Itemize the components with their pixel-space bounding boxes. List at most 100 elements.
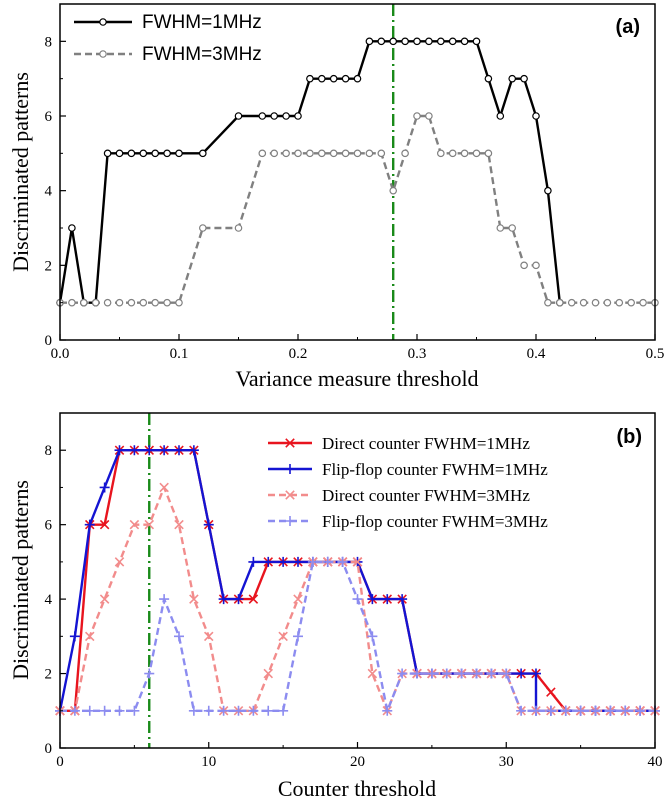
data-point	[189, 594, 199, 604]
data-point	[278, 705, 289, 716]
data-point	[159, 594, 170, 605]
data-point	[282, 149, 290, 158]
data-point	[294, 149, 302, 158]
data-point	[306, 74, 314, 83]
data-point	[139, 298, 148, 307]
data-point	[293, 594, 303, 604]
data-point	[413, 37, 421, 46]
data-point	[270, 149, 279, 158]
data-point	[353, 149, 362, 158]
data-point	[114, 705, 125, 716]
data-point	[456, 668, 467, 679]
data-point	[103, 298, 112, 307]
data-point	[114, 445, 125, 456]
data-point	[436, 149, 445, 158]
data-point	[365, 37, 374, 46]
data-point	[144, 519, 155, 530]
data-point	[329, 74, 338, 83]
legend-label: Flip-flop counter FWHM=1MHz	[322, 460, 548, 479]
data-point	[258, 112, 267, 120]
data-point	[199, 149, 207, 158]
data-point	[389, 186, 398, 195]
data-point	[282, 112, 290, 120]
data-point	[397, 668, 408, 679]
data-point	[234, 112, 243, 120]
data-point	[103, 149, 112, 158]
legend-item: Direct counter FWHM=3MHz	[268, 486, 530, 505]
data-point	[367, 668, 378, 679]
data-point	[412, 668, 422, 679]
data-point	[293, 556, 303, 567]
legend-item: FWHM=3MHz	[74, 44, 262, 65]
data-point	[248, 556, 259, 567]
data-point	[546, 687, 556, 697]
y-axis-label-b: Discriminated patterns	[8, 480, 33, 680]
data-point	[436, 37, 445, 46]
data-point	[615, 298, 624, 307]
legend-a: FWHM=1MHz FWHM=3MHz	[74, 12, 262, 65]
series-2	[56, 112, 659, 307]
series-1	[56, 37, 564, 307]
data-point	[84, 705, 95, 716]
legend-label: Flip-flop counter FWHM=3MHz	[322, 512, 548, 531]
data-point	[322, 556, 333, 567]
data-point	[99, 519, 110, 530]
data-point	[496, 112, 505, 120]
legend-marker	[285, 438, 295, 448]
x-axis-label-a: Variance measure threshold	[235, 366, 478, 391]
panel-label-b: (b)	[616, 426, 642, 448]
data-point	[560, 705, 571, 716]
data-point	[248, 594, 259, 604]
data-point	[151, 298, 160, 307]
data-point	[544, 186, 552, 195]
x-tick-label: 40	[648, 754, 663, 770]
data-point	[460, 37, 469, 46]
y-tick-label: 8	[45, 443, 53, 459]
x-tick-label: 0.1	[170, 346, 189, 362]
data-point	[115, 149, 124, 158]
data-point	[352, 594, 363, 605]
legend-marker	[285, 516, 295, 526]
data-point	[486, 668, 497, 679]
data-point	[188, 445, 199, 456]
data-point	[397, 594, 408, 605]
data-point	[218, 594, 229, 605]
data-point	[84, 519, 95, 530]
x-tick-label: 30	[499, 754, 514, 770]
data-point	[80, 298, 88, 307]
x-tick-label: 0.4	[527, 346, 546, 362]
data-point	[448, 149, 457, 158]
data-point	[484, 149, 493, 158]
data-point	[532, 112, 540, 120]
legend-label: FWHM=3MHz	[142, 44, 262, 65]
y-axis-label-a: Discriminated patterns	[8, 72, 33, 272]
data-point	[620, 705, 631, 716]
data-point	[425, 37, 433, 46]
plot-area-a	[56, 4, 659, 340]
data-point	[263, 668, 274, 679]
data-point	[545, 705, 556, 716]
data-point	[306, 149, 314, 158]
legend-marker	[99, 18, 107, 26]
x-tick-label: 10	[201, 754, 216, 770]
data-point	[516, 668, 527, 679]
data-point	[382, 705, 393, 716]
data-point	[448, 37, 457, 46]
data-point	[627, 298, 636, 307]
data-point	[69, 631, 80, 642]
data-point	[99, 482, 110, 493]
data-point	[472, 149, 481, 158]
legend-label: FWHM=1MHz	[142, 12, 262, 33]
data-point	[317, 74, 326, 83]
y-tick-label: 6	[45, 109, 53, 125]
data-point	[353, 74, 362, 83]
x-tick-label: 0.5	[646, 346, 665, 362]
data-point	[99, 705, 110, 716]
data-point	[174, 519, 184, 530]
data-point	[248, 705, 259, 716]
series-4	[55, 556, 660, 716]
legend-marker	[285, 490, 295, 500]
data-point	[471, 668, 482, 679]
y-tick-label: 0	[45, 333, 53, 349]
data-point	[68, 224, 76, 232]
